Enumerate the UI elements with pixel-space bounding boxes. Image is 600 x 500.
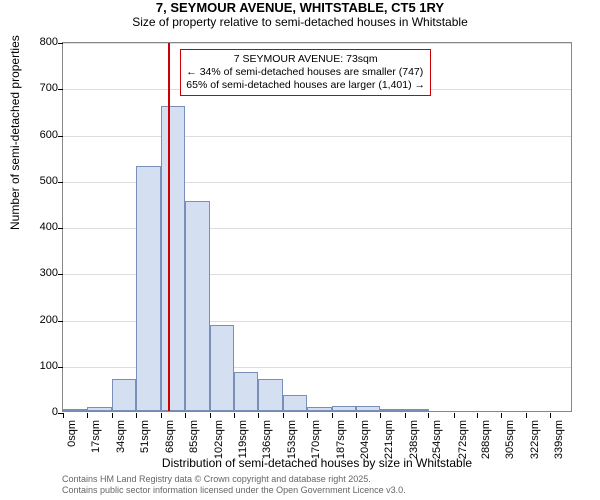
x-tick-label: 221sqm — [383, 420, 395, 459]
x-tick-label: 136sqm — [261, 420, 273, 459]
x-tick-label: 187sqm — [335, 420, 347, 459]
x-tick-label: 119sqm — [237, 420, 249, 458]
histogram-bar — [283, 395, 307, 411]
histogram-bar — [136, 166, 160, 411]
y-tick-label: 700 — [40, 82, 58, 94]
histogram-bar — [332, 406, 356, 411]
x-tick-label: 153sqm — [286, 420, 298, 459]
annotation-line3: 65% of semi-detached houses are larger (… — [186, 79, 425, 92]
x-tick-label: 102sqm — [213, 420, 225, 459]
histogram-bar — [63, 409, 87, 411]
x-tick-label: 272sqm — [457, 420, 469, 459]
x-tick-label: 170sqm — [310, 420, 322, 459]
annotation-box: 7 SEYMOUR AVENUE: 73sqm ← 34% of semi-de… — [180, 49, 431, 96]
x-tick-label: 17sqm — [90, 420, 102, 453]
x-tick-label: 85sqm — [188, 420, 200, 453]
gridline — [63, 43, 571, 44]
histogram-bar — [258, 379, 282, 411]
y-tick-label: 400 — [40, 221, 58, 233]
histogram-bar — [234, 372, 258, 411]
histogram-bar — [210, 325, 234, 411]
x-tick-label: 254sqm — [431, 420, 443, 459]
histogram-bar — [87, 407, 111, 411]
x-tick-label: 305sqm — [504, 420, 516, 459]
y-tick-label: 0 — [52, 406, 58, 418]
x-tick-label: 288sqm — [480, 420, 492, 459]
histogram-bar — [307, 407, 331, 411]
histogram-bar — [405, 409, 429, 411]
y-ticks: 0100200300400500600700800 — [0, 42, 62, 412]
footer-text: Contains HM Land Registry data © Crown c… — [62, 474, 406, 496]
histogram-bar — [380, 409, 404, 411]
x-tick-label: 51sqm — [139, 420, 151, 453]
chart-subtitle: Size of property relative to semi-detach… — [0, 15, 600, 29]
gridline — [63, 136, 571, 137]
x-axis-label: Distribution of semi-detached houses by … — [62, 456, 572, 470]
y-tick-label: 500 — [40, 175, 58, 187]
x-tick-label: 339sqm — [553, 420, 565, 459]
plot-area: 7 SEYMOUR AVENUE: 73sqm ← 34% of semi-de… — [62, 42, 572, 412]
footer-line2: Contains public sector information licen… — [62, 485, 406, 496]
x-tick-label: 34sqm — [115, 420, 127, 453]
annotation-line2: ← 34% of semi-detached houses are smalle… — [186, 66, 425, 79]
x-tick-label: 0sqm — [66, 420, 78, 447]
histogram-bar — [356, 406, 380, 411]
x-tick-label: 204sqm — [359, 420, 371, 459]
histogram-bar — [112, 379, 136, 411]
y-tick-label: 200 — [40, 314, 58, 326]
annotation-line1: 7 SEYMOUR AVENUE: 73sqm — [186, 53, 425, 66]
chart-container: 7, SEYMOUR AVENUE, WHITSTABLE, CT5 1RY S… — [0, 0, 600, 500]
histogram-bar — [185, 201, 209, 411]
chart-title: 7, SEYMOUR AVENUE, WHITSTABLE, CT5 1RY — [0, 0, 600, 15]
x-tick-label: 68sqm — [164, 420, 176, 453]
x-tick-label: 322sqm — [529, 420, 541, 459]
reference-line — [168, 43, 170, 411]
x-tick-label: 238sqm — [408, 420, 420, 459]
y-tick-label: 600 — [40, 129, 58, 141]
histogram-bar — [161, 106, 185, 411]
footer-line1: Contains HM Land Registry data © Crown c… — [62, 474, 406, 485]
y-tick-label: 300 — [40, 267, 58, 279]
y-tick-label: 800 — [40, 36, 58, 48]
y-tick-label: 100 — [40, 360, 58, 372]
